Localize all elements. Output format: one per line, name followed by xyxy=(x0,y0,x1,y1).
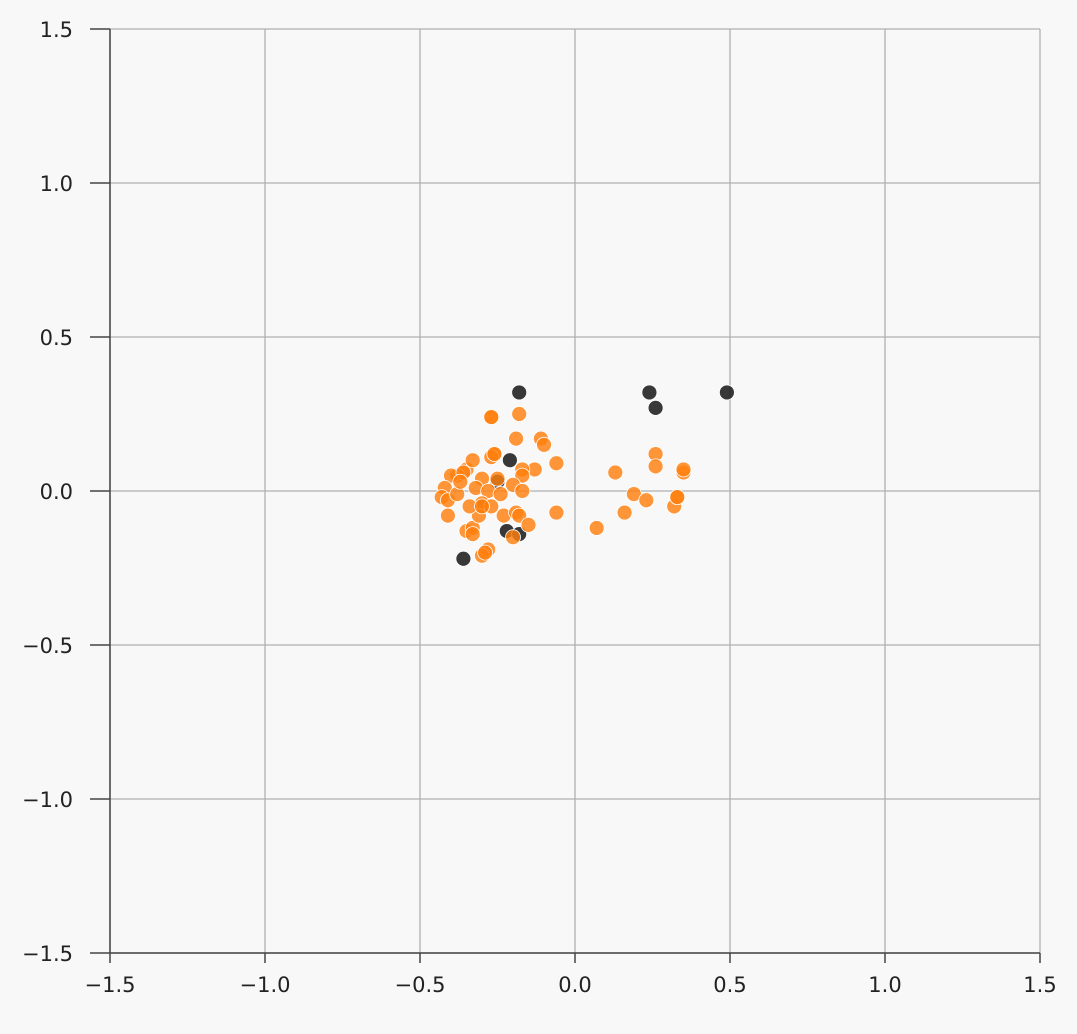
x-tick-label: 0.0 xyxy=(558,973,591,997)
data-point-orange xyxy=(638,492,655,509)
x-tick-label: 0.5 xyxy=(713,973,746,997)
data-point-orange xyxy=(588,520,605,536)
data-point-orange xyxy=(511,406,528,422)
y-tick-label: 1.5 xyxy=(40,18,73,42)
data-point-orange xyxy=(520,516,537,533)
data-point-dark xyxy=(511,384,528,401)
data-point-orange xyxy=(514,483,531,499)
x-tick-label: 1.5 xyxy=(1023,973,1056,997)
data-point-orange xyxy=(508,430,524,447)
data-point-orange xyxy=(607,464,624,481)
data-point-orange xyxy=(616,504,633,521)
data-point-orange xyxy=(489,470,506,487)
data-point-orange xyxy=(483,409,500,425)
y-tick-label: −0.5 xyxy=(22,634,73,658)
data-point-orange xyxy=(464,452,481,469)
data-point-orange xyxy=(464,526,481,543)
data-point-dark xyxy=(641,384,658,401)
data-point-dark xyxy=(501,452,518,469)
x-tick-label: −0.5 xyxy=(395,973,446,997)
data-point-orange xyxy=(486,446,503,462)
data-point-orange xyxy=(675,461,692,478)
x-tick-label: 1.0 xyxy=(868,973,901,997)
data-point-dark xyxy=(455,550,472,567)
y-tick-label: −1.5 xyxy=(22,942,73,966)
data-point-orange xyxy=(548,455,565,472)
data-points xyxy=(433,384,735,567)
y-tick-label: −1.0 xyxy=(22,788,73,812)
data-point-orange xyxy=(477,544,494,561)
data-point-orange xyxy=(669,489,686,506)
x-tick-label: −1.5 xyxy=(85,973,136,997)
y-tick-label: 0.5 xyxy=(40,326,73,350)
data-point-orange xyxy=(505,529,521,546)
data-point-orange xyxy=(474,498,490,515)
data-point-orange xyxy=(492,486,509,502)
x-tick-label: −1.0 xyxy=(240,973,291,997)
data-point-orange xyxy=(439,507,456,524)
y-tick-label: 1.0 xyxy=(40,172,73,196)
data-point-dark xyxy=(647,399,664,416)
tick-marks: −1.5 −1.0 −0.5 0.0 0.5 1.0 1.5 1.5 1.0 0.5 0.0 −0.5… xyxy=(22,18,1057,997)
data-point-orange xyxy=(647,458,664,475)
data-point-orange xyxy=(548,504,565,521)
y-tick-label: 0.0 xyxy=(40,480,73,504)
data-point-dark xyxy=(719,384,735,401)
data-point-orange xyxy=(452,473,469,490)
data-point-orange xyxy=(536,436,552,453)
